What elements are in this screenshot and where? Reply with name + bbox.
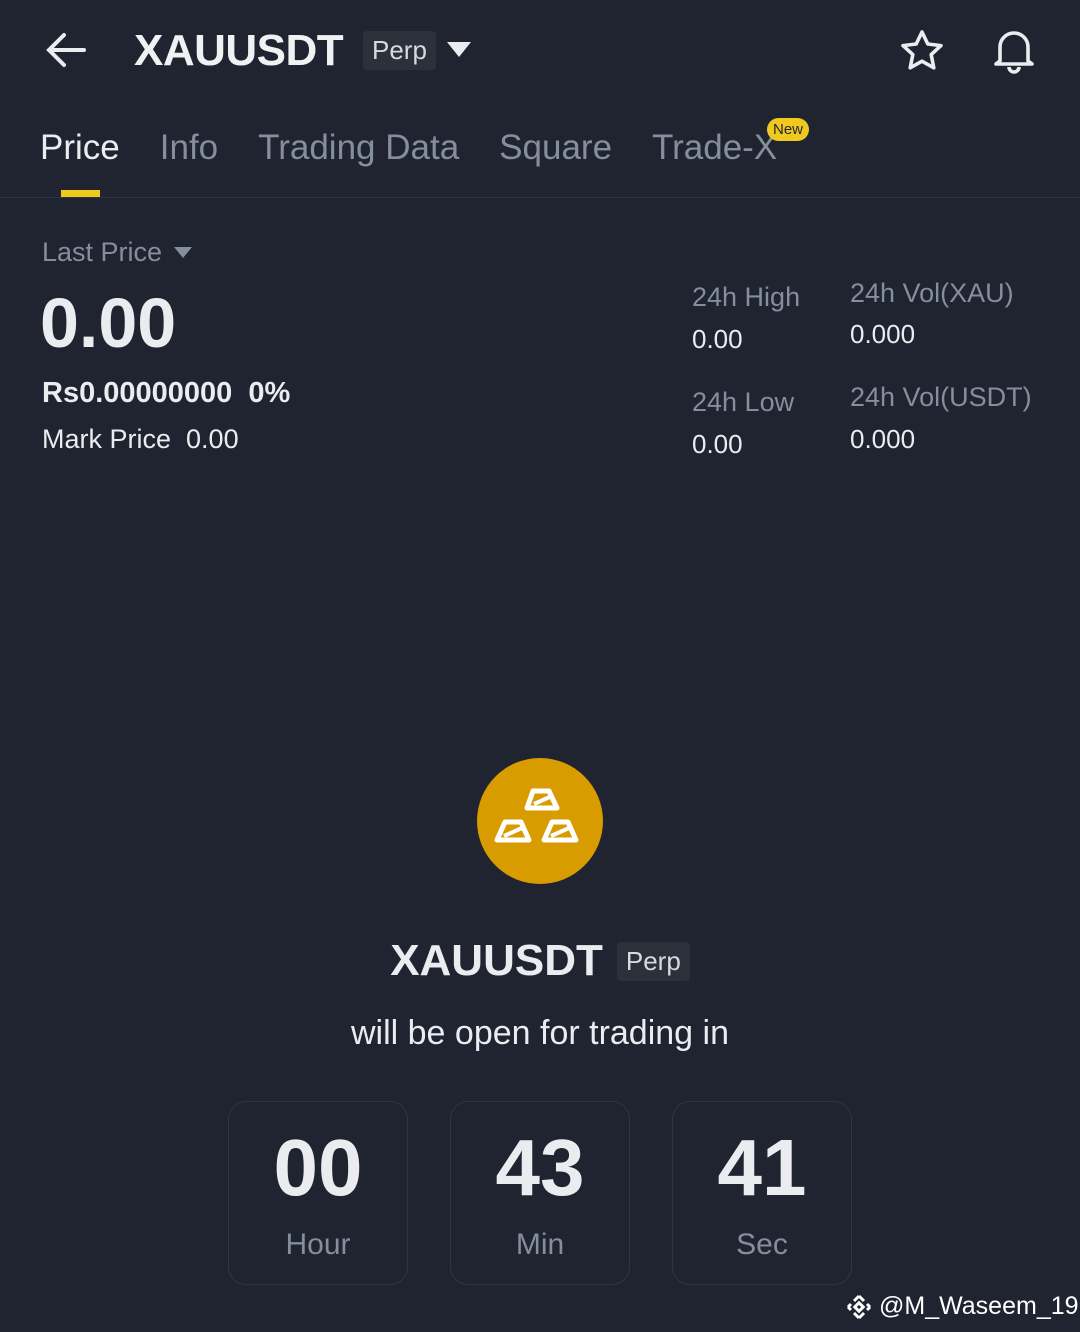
mark-price-label: Mark Price (42, 424, 172, 454)
watermark: @M_Waseem_19 (845, 1292, 1079, 1321)
launch-perp-badge: Perp (616, 941, 690, 981)
alert-button[interactable] (990, 25, 1038, 80)
countdown-min: 43 Min (450, 1101, 630, 1285)
bell-icon (994, 31, 1034, 74)
tab-trade-x[interactable]: Trade-X (652, 128, 778, 167)
divider (0, 197, 1080, 198)
gold-logo (477, 758, 603, 884)
tab-square[interactable]: Square (499, 128, 613, 167)
vol-base-value: 0.000 (850, 319, 916, 349)
star-icon (901, 30, 943, 70)
price-type-selector[interactable]: Last Price (42, 237, 193, 268)
tab-bar: Price Info Trading Data Square Trade-X (40, 128, 777, 168)
back-button[interactable] (44, 30, 88, 75)
caret-down-icon (447, 42, 471, 57)
countdown-value: 41 (717, 1123, 807, 1212)
mark-price: 0.00 (186, 424, 239, 454)
last-price: 0.00 (40, 284, 177, 362)
vol-quote-label: 24h Vol(USDT) (850, 382, 1032, 412)
gold-bars-icon (494, 788, 579, 843)
last-price-label: Last Price (42, 237, 163, 267)
local-price: Rs0.00000000 (42, 377, 233, 409)
countdown-label: Min (515, 1228, 565, 1261)
favorite-button[interactable] (898, 27, 946, 80)
low-value: 0.00 (692, 429, 743, 459)
launch-symbol: XAUUSDT (390, 936, 603, 985)
countdown-value: 43 (495, 1123, 585, 1212)
vol-base-label: 24h Vol(XAU) (850, 278, 1014, 308)
countdown-sec: 41 Sec (672, 1101, 852, 1285)
symbol-title[interactable]: XAUUSDT (134, 26, 344, 75)
low-label: 24h Low (692, 387, 795, 417)
high-value: 0.00 (692, 324, 743, 354)
countdown-value: 00 (273, 1123, 363, 1212)
active-tab-indicator (61, 190, 100, 197)
vol-quote-value: 0.000 (850, 424, 916, 454)
tab-price[interactable]: Price (40, 128, 120, 167)
tab-trading-data[interactable]: Trading Data (258, 128, 460, 167)
new-badge: New (767, 118, 810, 141)
high-label: 24h High (692, 282, 801, 312)
countdown-label: Sec (736, 1228, 788, 1261)
countdown-label: Hour (285, 1228, 351, 1261)
perp-badge: Perp (363, 31, 436, 70)
caret-down-icon (174, 246, 193, 258)
launch-message: will be open for trading in (350, 1014, 729, 1052)
price-change: 0% (248, 377, 291, 409)
arrow-left-icon (46, 33, 86, 67)
tab-info[interactable]: Info (159, 128, 219, 167)
watermark-text: @M_Waseem_19 (879, 1292, 1079, 1320)
countdown-hour: 00 Hour (228, 1101, 408, 1285)
symbol-dropdown[interactable] (447, 40, 471, 63)
binance-logo-icon (846, 1294, 872, 1319)
